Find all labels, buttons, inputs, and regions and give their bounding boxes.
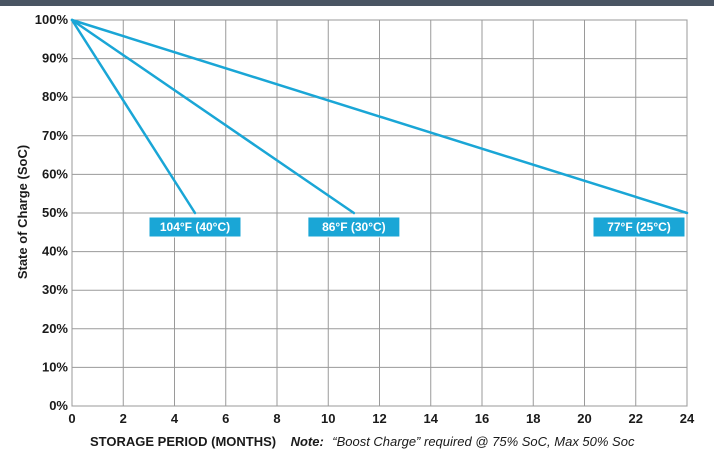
series-line xyxy=(70,18,689,215)
y-tick-label: 50% xyxy=(42,205,68,220)
x-tick-label: 10 xyxy=(321,411,335,426)
series-label: 77°F (25°C) xyxy=(607,220,671,234)
x-tick-label: 8 xyxy=(273,411,280,426)
y-tick-label: 20% xyxy=(42,321,68,336)
x-tick-label: 0 xyxy=(68,411,75,426)
series-label: 86°F (30°C) xyxy=(322,220,386,234)
x-tick-label: 12 xyxy=(372,411,386,426)
x-axis-caption: STORAGE PERIOD (MONTHS) Note: “Boost Cha… xyxy=(90,433,635,450)
x-tick-label: 2 xyxy=(120,411,127,426)
x-tick-label: 20 xyxy=(577,411,591,426)
y-tick-labels: 0% 10% 20% 30% 40% 50% 60% 70% 80% 90% 100% xyxy=(35,12,69,413)
x-tick-label: 4 xyxy=(171,411,179,426)
y-tick-label: 100% xyxy=(35,12,69,27)
y-tick-label: 0% xyxy=(49,398,68,413)
y-tick-label: 70% xyxy=(42,128,68,143)
series-label-box xyxy=(307,216,401,238)
x-tick-label: 16 xyxy=(475,411,489,426)
series-line xyxy=(70,18,197,215)
y-tick-label: 40% xyxy=(42,244,68,259)
series-lines xyxy=(70,18,689,215)
grid xyxy=(71,19,688,407)
y-tick-label: 90% xyxy=(42,51,68,66)
series-label-box xyxy=(148,216,242,238)
x-tick-label: 22 xyxy=(629,411,643,426)
series-line xyxy=(70,18,356,215)
series-label-box xyxy=(592,216,686,238)
x-tick-label: 6 xyxy=(222,411,229,426)
series-label: 104°F (40°C) xyxy=(160,220,230,234)
x-tick-label: 14 xyxy=(424,411,439,426)
y-tick-label: 30% xyxy=(42,282,68,297)
note-label: Note: xyxy=(291,434,324,449)
x-axis-label: STORAGE PERIOD (MONTHS) xyxy=(90,434,276,449)
note-text: “Boost Charge” required @ 75% SoC, Max 5… xyxy=(332,434,635,449)
x-tick-labels: 0 2 4 6 8 10 12 14 16 18 20 22 24 xyxy=(68,411,695,426)
y-axis-label: State of Charge (SoC) xyxy=(15,145,30,279)
y-tick-label: 60% xyxy=(42,166,68,181)
y-tick-label: 10% xyxy=(42,359,68,374)
series-labels: 104°F (40°C) 86°F (30°C) 77°F (25°C) xyxy=(148,216,686,238)
header-bar xyxy=(0,0,714,6)
x-tick-label: 24 xyxy=(680,411,695,426)
y-tick-label: 80% xyxy=(42,89,68,104)
x-tick-label: 18 xyxy=(526,411,540,426)
